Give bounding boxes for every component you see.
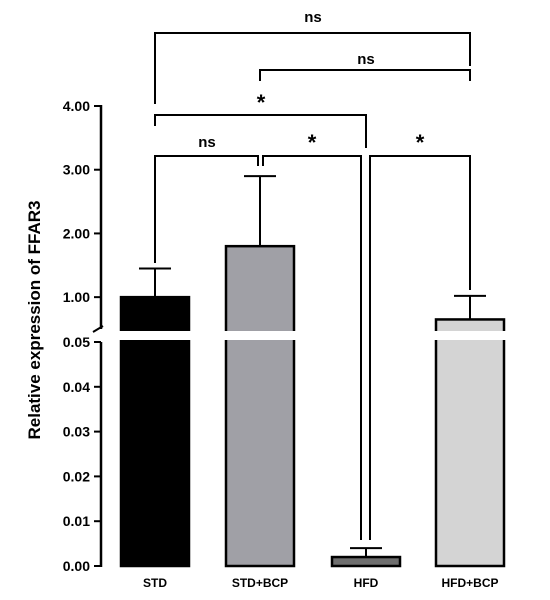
axis-break-gap (118, 331, 192, 340)
y-tick-label: 0.00 (63, 558, 90, 574)
bar-hfd-bcp (434, 318, 506, 568)
significance-label: ns (198, 134, 216, 151)
significance-label: ns (304, 9, 322, 26)
y-tick-label: 0.03 (63, 424, 90, 440)
bracket-std-bcp-vs-hfd (262, 155, 362, 540)
y-tick-label: 2.00 (63, 225, 90, 241)
y-tick-label: 1.00 (63, 289, 90, 305)
category-labels: STD STD+BCP HFD HFD+BCP (143, 576, 499, 590)
category-label: STD (143, 576, 167, 590)
y-tick-label: 4.00 (63, 98, 90, 114)
y-tick-label: 3.00 (63, 162, 90, 178)
axis-break-mark (92, 325, 104, 333)
significance-brackets: ns ns * ns * * (154, 9, 471, 540)
y-axis: 0.00 0.01 0.02 0.03 0.04 0.05 1.00 2.00 3.00 4.00 (63, 98, 104, 574)
category-label: HFD (354, 576, 379, 590)
bracket-std-vs-std-bcp (154, 155, 259, 263)
bars (119, 244, 506, 568)
y-tick-label: 0.02 (63, 468, 90, 484)
axis-break-gaps (118, 331, 507, 340)
y-tick-label: 0.01 (63, 513, 90, 529)
axis-break-gap (433, 331, 507, 340)
y-tick-label: 0.05 (63, 334, 90, 350)
bar-std (119, 295, 191, 568)
y-tick-label: 0.04 (63, 379, 90, 395)
category-label: HFD+BCP (441, 576, 498, 590)
significance-label: ns (357, 51, 375, 68)
bracket-hfd-vs-hfd-bcp (369, 155, 471, 540)
bracket-std-bcp-vs-hfd-bcp (259, 69, 471, 81)
bracket-std-vs-hfd (154, 114, 367, 148)
significance-label: * (416, 130, 425, 155)
category-label: STD+BCP (232, 576, 288, 590)
bar-hfd (330, 555, 402, 568)
significance-label: * (257, 90, 266, 115)
bracket-std-vs-hfd-bcp (154, 32, 471, 104)
bar-std-bcp (224, 244, 296, 568)
error-bars (139, 175, 486, 558)
axis-break-gap (223, 331, 297, 340)
significance-label: * (308, 130, 317, 155)
y-axis-label: Relative expression of FFAR3 (25, 200, 44, 439)
